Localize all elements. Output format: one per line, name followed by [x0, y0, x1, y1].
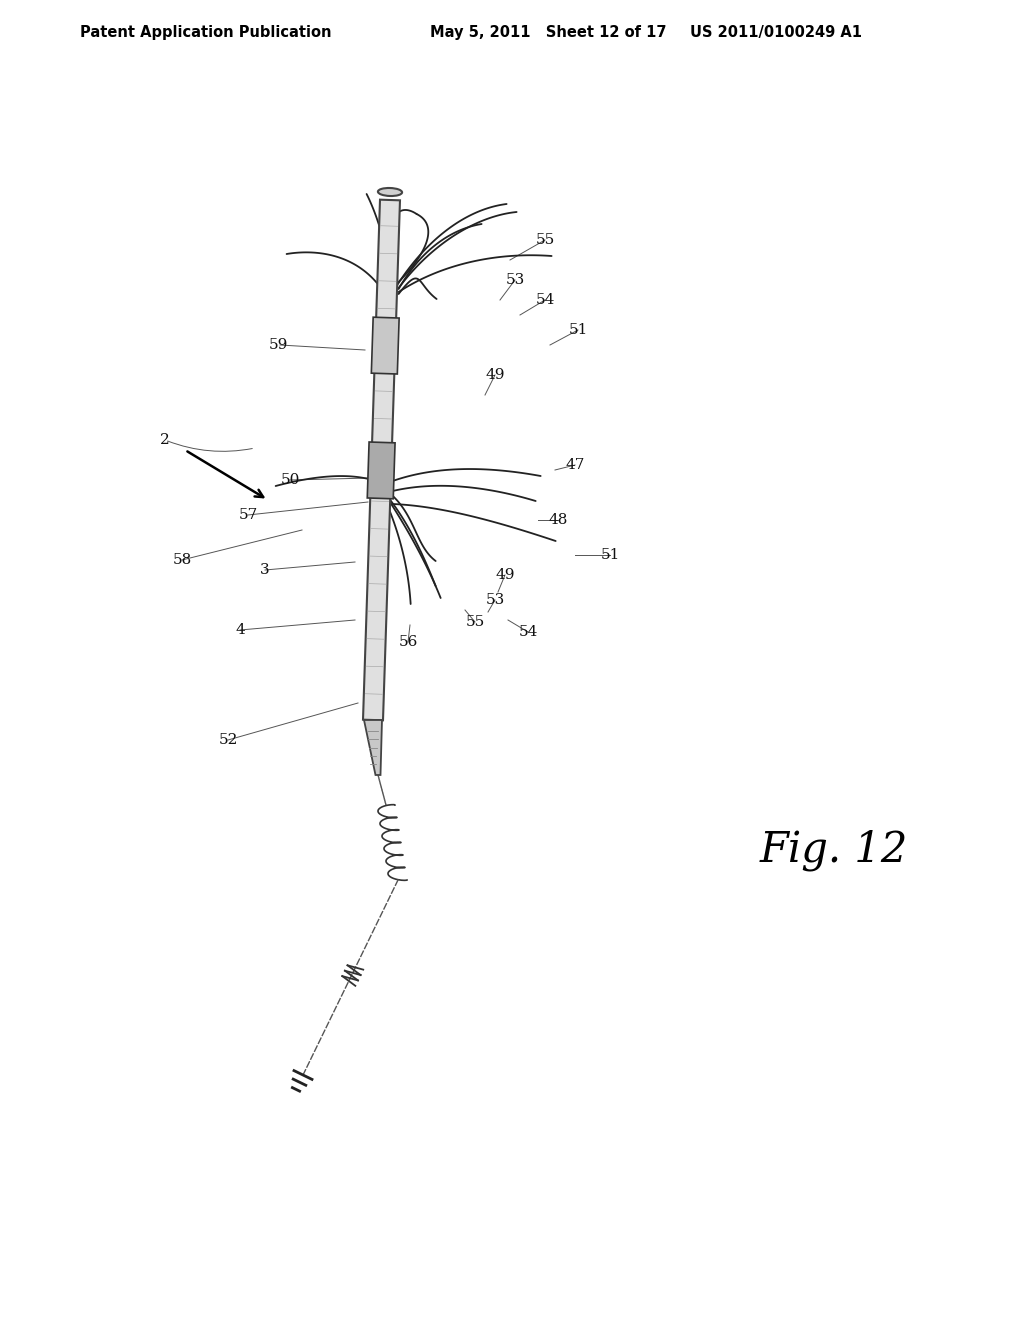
Text: Fig. 12: Fig. 12	[760, 829, 908, 871]
Text: 51: 51	[600, 548, 620, 562]
Text: 50: 50	[281, 473, 300, 487]
Text: 3: 3	[260, 564, 269, 577]
Text: 52: 52	[218, 733, 238, 747]
Ellipse shape	[378, 187, 402, 195]
Text: 56: 56	[378, 218, 397, 232]
Polygon shape	[364, 719, 382, 775]
Text: 4: 4	[236, 623, 245, 638]
Text: 54: 54	[536, 293, 555, 308]
Polygon shape	[372, 317, 399, 374]
Text: 54: 54	[518, 624, 538, 639]
Text: 59: 59	[268, 338, 288, 352]
Text: 57: 57	[239, 508, 258, 521]
Text: 49: 49	[496, 568, 515, 582]
Text: 51: 51	[568, 323, 588, 337]
Text: US 2011/0100249 A1: US 2011/0100249 A1	[690, 25, 862, 40]
Text: 47: 47	[565, 458, 585, 473]
Text: 55: 55	[465, 615, 484, 630]
Text: 56: 56	[398, 635, 418, 649]
Text: 2: 2	[160, 433, 170, 447]
Text: Patent Application Publication: Patent Application Publication	[80, 25, 332, 40]
Polygon shape	[368, 442, 395, 499]
Text: 53: 53	[506, 273, 524, 286]
Text: 48: 48	[548, 513, 567, 527]
Text: 58: 58	[172, 553, 191, 568]
Text: 49: 49	[485, 368, 505, 381]
Text: May 5, 2011   Sheet 12 of 17: May 5, 2011 Sheet 12 of 17	[430, 25, 667, 40]
Polygon shape	[362, 199, 400, 721]
Text: 55: 55	[536, 234, 555, 247]
Text: 53: 53	[485, 593, 505, 607]
